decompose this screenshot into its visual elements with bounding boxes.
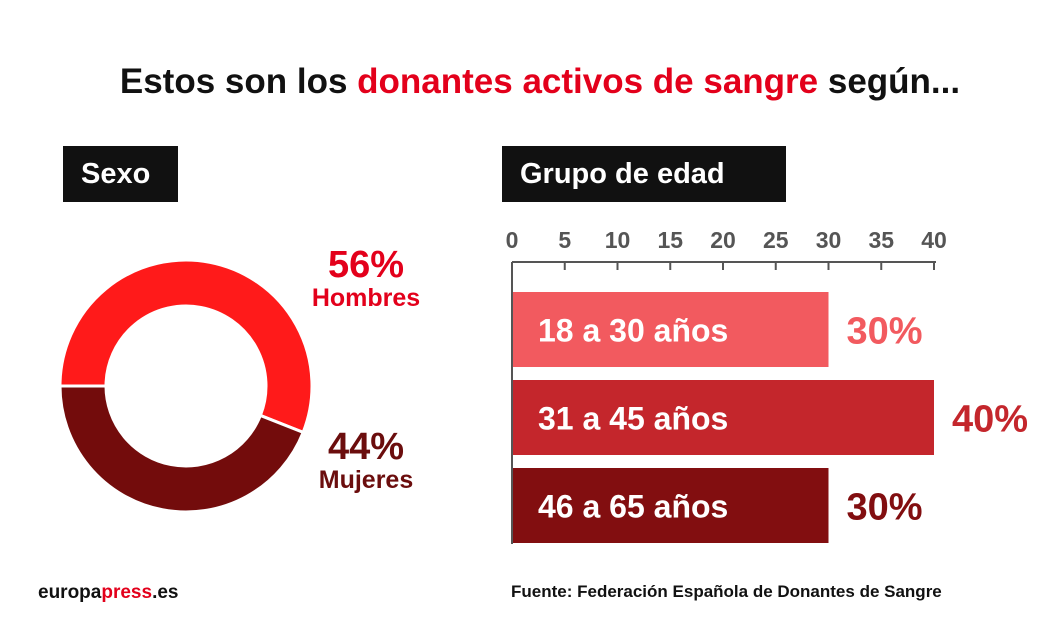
slice-name-hombres: Hombres (311, 284, 421, 312)
x-tick-label: 30 (816, 227, 842, 253)
bar-value-label: 40% (952, 399, 1028, 441)
x-tick-label: 25 (763, 227, 789, 253)
x-tick-label: 40 (921, 227, 947, 253)
chart-title: Estos son los donantes activos de sangre… (0, 62, 1050, 102)
x-tick-label: 10 (605, 227, 631, 253)
donut-chart (58, 258, 314, 514)
x-tick-label: 20 (710, 227, 736, 253)
section-label-sexo: Sexo (63, 146, 178, 202)
title-prefix: Estos son los (119, 62, 358, 101)
slice-label-hombres: 56% Hombres (298, 246, 434, 312)
source-note: Fuente: Federación Española de Donantes … (511, 582, 942, 601)
x-tick-label: 5 (558, 227, 571, 253)
bar (513, 468, 829, 543)
section-label-grupo-edad: Grupo de edad (502, 146, 786, 202)
brand-logo: europapress.es (38, 582, 178, 604)
brand-suffix: .es (152, 582, 179, 603)
x-tick-label: 35 (868, 227, 894, 253)
x-tick-label: 15 (657, 227, 683, 253)
donut-slice-hombres (58, 258, 314, 435)
slice-value-hombres: 56% (327, 244, 405, 286)
slice-value-mujeres: 44% (327, 426, 405, 468)
donut-slice-mujeres (58, 384, 306, 514)
bar (513, 380, 934, 455)
bar-value-label: 30% (847, 487, 923, 529)
bar-category-label: 46 a 65 años (538, 489, 728, 525)
slice-label-mujeres: 44% Mujeres (298, 428, 434, 494)
x-tick-label: 0 (506, 227, 519, 253)
title-suffix: según... (818, 62, 961, 101)
slice-name-mujeres: Mujeres (318, 466, 414, 494)
bar (513, 292, 829, 367)
title-highlight: donantes activos de sangre (357, 62, 819, 101)
brand-prefix: europa (38, 582, 102, 603)
brand-highlight: press (101, 582, 153, 603)
bar-value-label: 30% (847, 311, 923, 353)
bar-category-label: 18 a 30 años (538, 313, 728, 349)
bar-category-label: 31 a 45 años (538, 401, 728, 437)
age-group-bar-chart: 0 5 10 15 20 25 30 35 40 18 a 30 años 30% 31 a 45 a… (506, 227, 1028, 544)
